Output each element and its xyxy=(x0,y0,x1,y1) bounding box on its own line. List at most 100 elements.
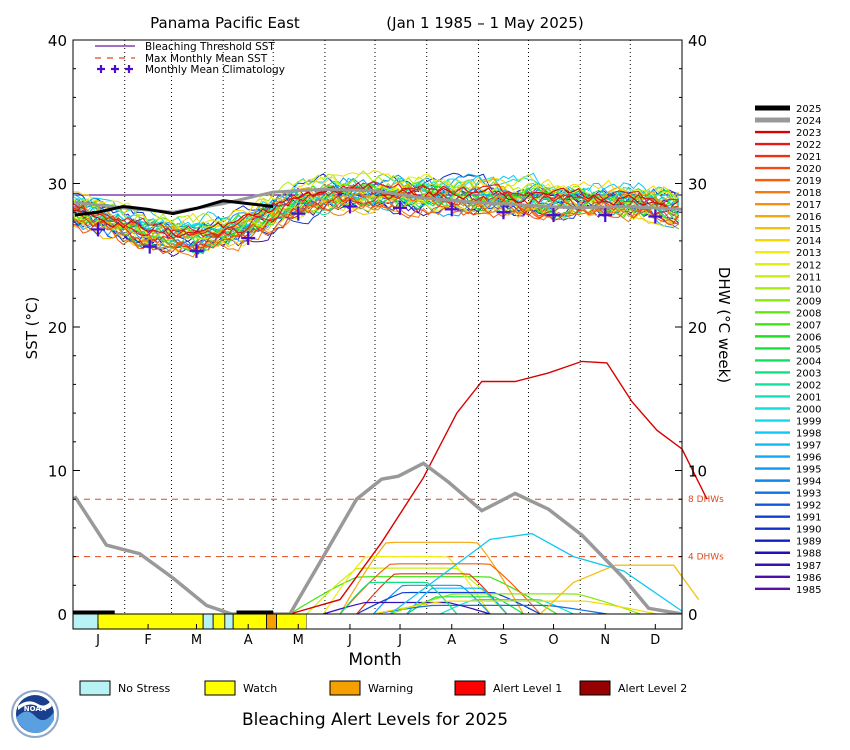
month-dividers xyxy=(124,40,631,614)
year-legend-label: 1998 xyxy=(796,429,821,440)
year-legend-label: 2021 xyxy=(796,152,821,163)
x-axis-label: Month xyxy=(348,650,401,670)
month-tick-label: M xyxy=(293,633,304,648)
climatology-point xyxy=(342,199,357,214)
month-tick-label: N xyxy=(600,633,610,648)
year-legend-label: 2004 xyxy=(796,356,821,367)
dhw-line-1987 xyxy=(323,601,491,615)
climatology-point xyxy=(142,239,157,254)
year-legend-label: 2019 xyxy=(796,176,821,187)
y-tick-label-left: 10 xyxy=(48,463,67,481)
alert-legend-label: Alert Level 2 xyxy=(618,682,687,695)
top-legend: Bleaching Threshold SST Max Monthly Mean… xyxy=(95,41,285,76)
year-legend-label: 2008 xyxy=(796,308,821,319)
climatology-point xyxy=(393,200,408,215)
y-tick-label-right: 20 xyxy=(688,319,707,337)
y-tick-label-right: 10 xyxy=(688,463,707,481)
legend-climatology: Monthly Mean Climatology xyxy=(145,64,285,76)
alert-strip-segment-5 xyxy=(232,613,267,630)
year-legend-label: 1991 xyxy=(796,513,821,524)
alert-strip-segment-4 xyxy=(224,613,234,630)
dhw-line-2016 xyxy=(339,541,525,615)
y-tick-label-left: 20 xyxy=(48,319,67,337)
climatology-point xyxy=(444,202,459,217)
alert-legend-swatch-1 xyxy=(204,680,236,696)
year-legend-label: 1988 xyxy=(796,549,821,560)
year-legend-label: 2009 xyxy=(796,296,821,307)
alert-legend-label: Watch xyxy=(243,682,277,695)
year-legend-label: 1989 xyxy=(796,537,821,548)
dhw-series xyxy=(73,360,708,616)
dhw-line-2009 xyxy=(389,593,641,615)
dhw-line-2003 xyxy=(339,581,458,615)
year-legend-label: 1992 xyxy=(796,501,821,512)
month-tick-label: A xyxy=(244,633,253,648)
year-legend-label: 1997 xyxy=(796,441,821,452)
alert-level-legend: No Stress Watch Warning Alert Level 1 Alert … xyxy=(79,680,687,696)
year-legend-label: 2025 xyxy=(796,104,821,115)
year-legend-label: 1987 xyxy=(796,561,821,572)
alert-strip-segment-7 xyxy=(276,613,307,630)
year-legend-label: 2006 xyxy=(796,332,821,343)
legend-climatology-marks xyxy=(97,65,133,73)
dhw-line-2007 xyxy=(289,576,558,615)
dhw-line-2014 xyxy=(373,600,658,615)
month-tick-label: O xyxy=(548,633,558,648)
alert-strip-segment-6 xyxy=(266,613,277,630)
alert-legend-swatch-4 xyxy=(579,680,611,696)
year-legend-label: 2011 xyxy=(796,272,821,283)
dhw-line-2011 xyxy=(306,567,508,615)
climatology-point xyxy=(648,209,663,224)
year-legend-label: 2017 xyxy=(796,200,821,211)
sst-line-2013 xyxy=(72,173,680,236)
sst-line-2019 xyxy=(72,191,679,250)
month-tick-label: M xyxy=(191,633,202,648)
year-legend-label: 1996 xyxy=(796,453,821,464)
year-legend-label: 2002 xyxy=(796,380,821,391)
climatology-point xyxy=(291,206,306,221)
alert-strip-segment-0 xyxy=(72,613,99,630)
legend-bleaching-threshold: Bleaching Threshold SST xyxy=(145,41,275,53)
climatology-point xyxy=(496,205,511,220)
year-legend: 2025202420232022202120202019201820172016… xyxy=(755,104,821,596)
y-tick-label-right: 0 xyxy=(688,606,698,624)
year-legend-label: 2007 xyxy=(796,320,821,331)
year-legend-label: 2024 xyxy=(796,116,821,127)
sst-line-2014 xyxy=(72,170,680,229)
chart-date-range: (Jan 1 1985 – 1 May 2025) xyxy=(386,14,583,32)
alert-legend-label: Warning xyxy=(368,682,413,695)
year-legend-label: 1985 xyxy=(796,585,821,596)
dhw-line-2024 xyxy=(73,461,683,616)
alert-legend-label: No Stress xyxy=(118,682,171,695)
y-tick-label-left: 40 xyxy=(48,32,67,50)
month-tick-label: S xyxy=(499,633,507,648)
sst-line-2021 xyxy=(72,189,680,252)
climatology-point xyxy=(598,208,613,223)
y-axis-label-right: DHW (°C week) xyxy=(715,267,733,383)
y-tick-label-left: 30 xyxy=(48,176,67,194)
y-tick-label-right: 40 xyxy=(688,32,707,50)
year-legend-label: 2015 xyxy=(796,224,821,235)
noaa-logo: NOAA xyxy=(11,690,59,738)
y-tick-label-left: 0 xyxy=(57,606,67,624)
sst-line-2008 xyxy=(72,181,679,246)
dhw-line-1997 xyxy=(406,587,508,615)
year-legend-label: 2012 xyxy=(796,260,821,271)
dhw-ref-label: 8 DHWs xyxy=(688,495,724,505)
y-axis-label-left: SST (°C) xyxy=(23,297,41,360)
alert-strip-segment-1 xyxy=(97,613,204,630)
year-legend-label: 2000 xyxy=(796,405,821,416)
climatology-markers xyxy=(91,199,663,258)
month-tick-label: J xyxy=(397,633,402,648)
year-legend-label: 2003 xyxy=(796,368,821,379)
year-legend-label: 2020 xyxy=(796,164,821,175)
month-tick-label: D xyxy=(650,633,660,648)
year-legend-label: 2001 xyxy=(796,392,821,403)
sst-series xyxy=(72,170,683,258)
sst-line-2022 xyxy=(72,181,679,237)
chart-title: Panama Pacific East xyxy=(150,14,300,32)
month-tick-label: J xyxy=(347,633,352,648)
alert-legend-swatch-0 xyxy=(79,680,111,696)
year-legend-label: 1994 xyxy=(796,477,821,488)
year-legend-label: 2005 xyxy=(796,344,821,355)
